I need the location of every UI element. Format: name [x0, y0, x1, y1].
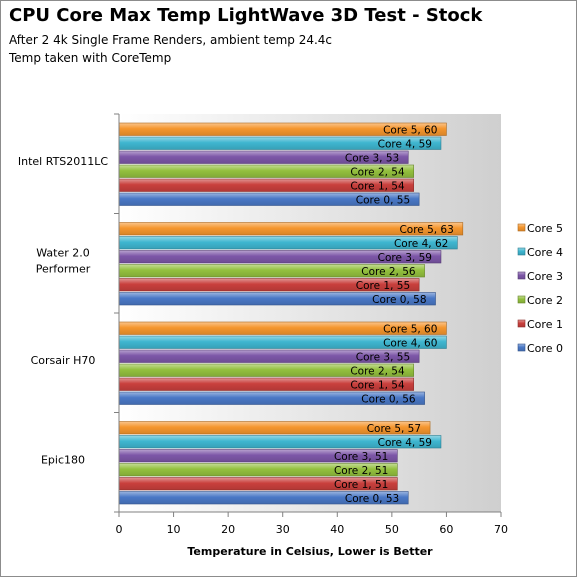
- data-label: Core 4, 62: [394, 238, 448, 250]
- x-tick-label: 30: [276, 523, 290, 536]
- data-label: Core 0, 58: [372, 294, 426, 306]
- legend-label: Core 3: [527, 270, 563, 283]
- data-label: Core 1, 51: [334, 479, 388, 491]
- x-tick-label: 10: [167, 523, 181, 536]
- data-label: Core 4, 59: [378, 138, 432, 150]
- chart-subtitle-line-2: Temp taken with CoreTemp: [9, 51, 172, 65]
- data-label: Core 2, 54: [350, 166, 405, 178]
- legend-swatch: [517, 271, 526, 280]
- x-tick-label: 60: [439, 523, 453, 536]
- legend-swatch: [517, 319, 526, 328]
- chart-title: CPU Core Max Temp LightWave 3D Test - St…: [9, 5, 483, 26]
- x-tick-label: 70: [494, 523, 508, 536]
- category-label-line: Water 2.0: [36, 246, 90, 259]
- legend-label: Core 4: [527, 246, 563, 259]
- x-axis-title: Temperature in Celsius, Lower is Better: [187, 545, 433, 558]
- data-label: Core 5, 57: [367, 423, 421, 435]
- data-label: Core 1, 54: [350, 379, 405, 391]
- bars-layer: Core 5, 60 Core 4, 59 Core 3, 53 Core 2, 54…: [118, 122, 464, 505]
- axes-layer: 0 10 20 30 40 50 60 70 Intel RTS2011LC Water 2.0 P…: [18, 113, 508, 536]
- data-label: Core 3, 51: [334, 451, 388, 463]
- data-label: Core 3, 55: [356, 351, 410, 363]
- data-label: Core 2, 56: [361, 266, 416, 278]
- x-tick-label: 40: [330, 523, 344, 536]
- data-label: Core 0, 56: [361, 393, 416, 405]
- legend-label: Core 0: [527, 342, 563, 355]
- legend-label: Core 1: [527, 318, 563, 331]
- data-label: Core 3, 59: [378, 252, 432, 264]
- data-label: Core 1, 55: [356, 280, 410, 292]
- data-label: Core 0, 55: [356, 194, 410, 206]
- data-label: Core 3, 53: [345, 152, 399, 164]
- x-tick-label: 20: [221, 523, 235, 536]
- data-label: Core 5, 63: [399, 224, 453, 236]
- data-label: Core 2, 51: [334, 465, 388, 477]
- legend-label: Core 2: [527, 294, 563, 307]
- data-label: Core 1, 54: [350, 180, 405, 192]
- data-label: Core 5, 60: [383, 124, 437, 136]
- x-tick-label: 50: [385, 523, 399, 536]
- category-label: Intel RTS2011LC: [18, 155, 109, 168]
- category-label-line: Intel RTS2011LC: [18, 155, 109, 168]
- legend-swatch: [517, 247, 526, 256]
- category-label-line: Epic180: [41, 453, 85, 466]
- chart-subtitle-line-1: After 2 4k Single Frame Renders, ambient…: [9, 33, 333, 47]
- legend-label: Core 5: [527, 222, 563, 235]
- category-label: Corsair H70: [31, 354, 96, 367]
- x-tick-label: 0: [116, 523, 123, 536]
- data-label: Core 2, 54: [350, 365, 405, 377]
- category-label: Epic180: [41, 453, 85, 466]
- legend-swatch: [517, 223, 526, 232]
- legend-swatch: [517, 295, 526, 304]
- data-label: Core 0, 53: [345, 493, 399, 505]
- data-label: Core 4, 59: [378, 437, 432, 449]
- category-label: Water 2.0 Performer: [36, 246, 91, 275]
- data-label: Core 4, 60: [383, 337, 437, 349]
- category-label-line: Corsair H70: [31, 354, 96, 367]
- category-label-line: Performer: [36, 262, 91, 275]
- legend-swatch: [517, 343, 526, 352]
- legend: Core 5 Core 4 Core 3 Core 2 Core 1 Core 0: [517, 222, 563, 355]
- data-label: Core 5, 60: [383, 323, 437, 335]
